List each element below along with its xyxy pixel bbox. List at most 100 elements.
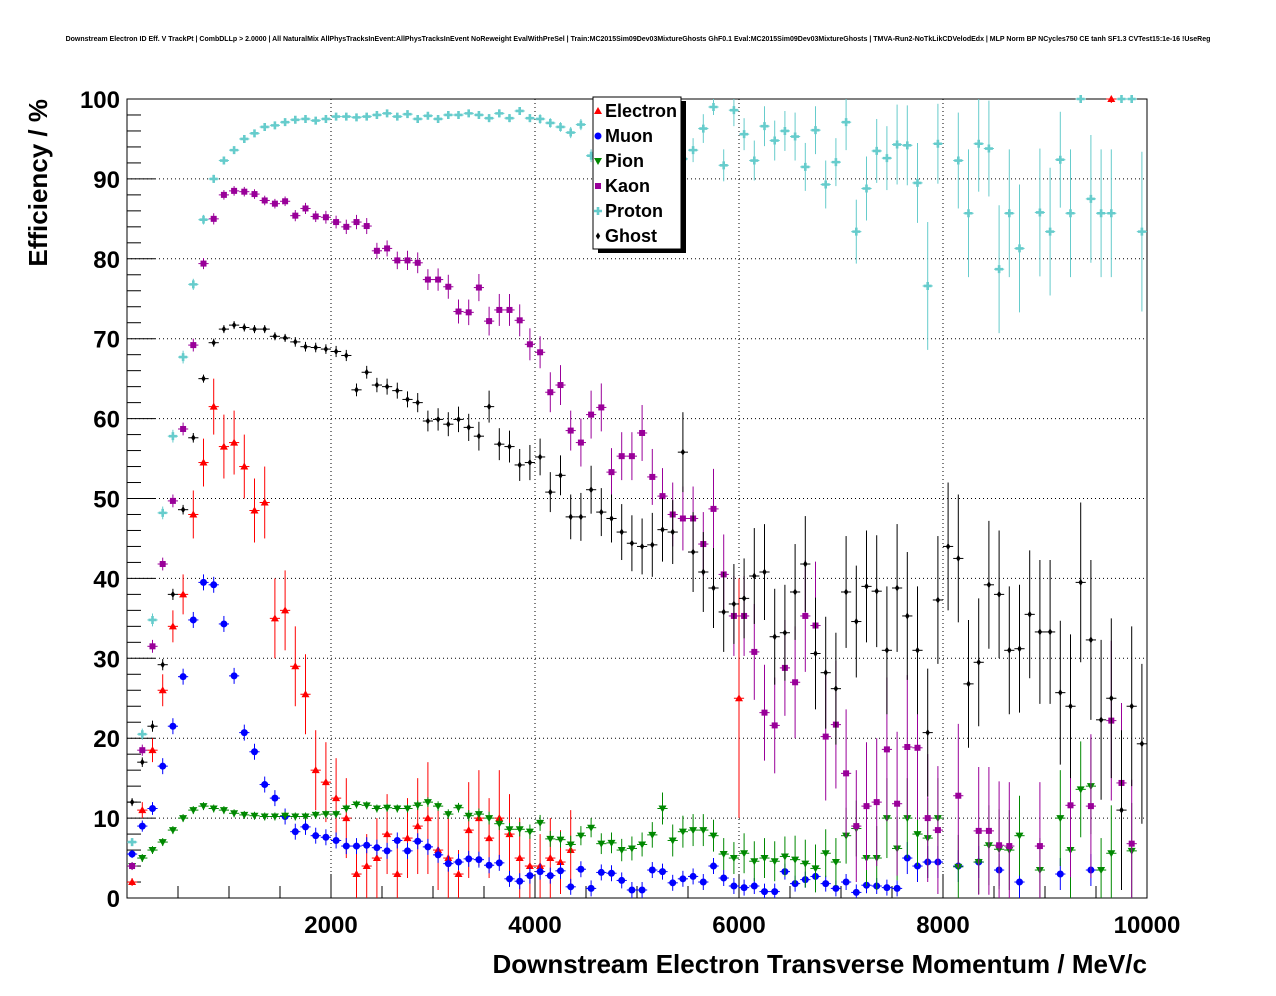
data-point: [658, 805, 667, 813]
data-point: [444, 811, 453, 819]
data-point: [690, 548, 696, 556]
data-point: [372, 805, 381, 813]
data-point: [659, 493, 666, 500]
data-point: [1097, 209, 1106, 218]
data-point: [577, 439, 584, 446]
data-point: [1098, 716, 1104, 724]
data-point: [262, 325, 267, 333]
data-point: [485, 834, 494, 842]
data-point: [413, 114, 422, 123]
data-point: [456, 415, 461, 423]
data-point: [311, 811, 320, 819]
data-point: [291, 813, 300, 821]
data-point: [261, 781, 269, 789]
data-point: [252, 325, 257, 333]
data-point: [210, 581, 218, 589]
data-point: [882, 154, 891, 163]
series-electron: [127, 95, 1117, 898]
data-point: [515, 826, 524, 834]
legend-item-muon: Muon: [594, 126, 653, 146]
data-point: [1087, 803, 1094, 810]
data-point: [843, 588, 849, 596]
data-point: [649, 473, 656, 480]
data-point: [241, 188, 248, 195]
data-point: [986, 581, 992, 589]
data-point: [321, 778, 330, 786]
data-point: [872, 146, 881, 155]
data-point: [425, 417, 431, 425]
data-point: [270, 121, 279, 130]
data-point: [129, 798, 135, 806]
data-point: [546, 872, 554, 880]
data-point: [372, 110, 381, 119]
data-point: [791, 856, 800, 864]
data-point: [230, 672, 238, 680]
data-point: [312, 213, 319, 220]
data-point: [302, 823, 309, 831]
data-point: [1056, 870, 1064, 878]
x-tick-label: 8000: [916, 912, 969, 939]
data-point: [179, 815, 188, 823]
data-point: [180, 425, 187, 432]
data-point: [364, 368, 369, 376]
data-point: [394, 257, 401, 264]
data-point: [822, 880, 830, 888]
data-point: [129, 863, 136, 870]
data-point: [352, 870, 361, 878]
data-point: [434, 114, 443, 123]
data-point: [618, 876, 626, 884]
data-point: [1035, 208, 1044, 217]
data-point: [577, 865, 585, 873]
data-point: [219, 156, 228, 165]
y-axis-title: Efficiency / %: [23, 99, 53, 267]
data-point: [128, 850, 136, 858]
data-point: [668, 837, 677, 845]
data-point: [852, 888, 860, 896]
data-point: [648, 866, 656, 874]
data-point: [474, 110, 483, 119]
data-point: [699, 124, 708, 133]
data-point: [160, 661, 165, 669]
data-point: [231, 187, 238, 194]
data-point: [321, 114, 330, 123]
data-point: [260, 498, 269, 506]
data-point: [158, 508, 167, 517]
data-point: [741, 594, 747, 602]
data-point: [1006, 843, 1013, 850]
data-point: [587, 884, 595, 892]
data-point: [352, 113, 361, 122]
data-point: [780, 853, 789, 861]
data-point: [536, 868, 544, 876]
data-point: [383, 847, 391, 855]
data-point: [750, 858, 759, 866]
data-point: [413, 802, 422, 810]
data-point: [301, 813, 310, 821]
data-point: [689, 827, 698, 835]
x-tick-label: 10000: [1114, 912, 1181, 939]
data-point: [639, 429, 646, 436]
data-point: [863, 803, 870, 810]
data-point: [873, 799, 880, 806]
data-point: [1056, 155, 1065, 164]
data-point: [752, 572, 757, 580]
y-tick-label: 50: [93, 487, 120, 514]
data-point: [516, 877, 524, 885]
data-point: [1068, 702, 1073, 710]
data-point: [343, 223, 350, 230]
data-point: [954, 156, 963, 165]
data-point: [486, 318, 493, 325]
data-point: [311, 766, 320, 774]
data-point: [333, 219, 340, 226]
data-point: [1107, 850, 1116, 858]
data-point: [344, 351, 349, 359]
data-point: [721, 608, 726, 616]
data-point: [332, 112, 341, 121]
data-point: [271, 794, 279, 802]
data-point: [648, 831, 657, 839]
legend-item-electron: Electron: [594, 101, 677, 121]
data-point: [240, 134, 249, 143]
data-point: [333, 347, 339, 355]
data-point: [455, 858, 462, 866]
data-point: [271, 200, 278, 207]
data-point: [956, 554, 961, 562]
